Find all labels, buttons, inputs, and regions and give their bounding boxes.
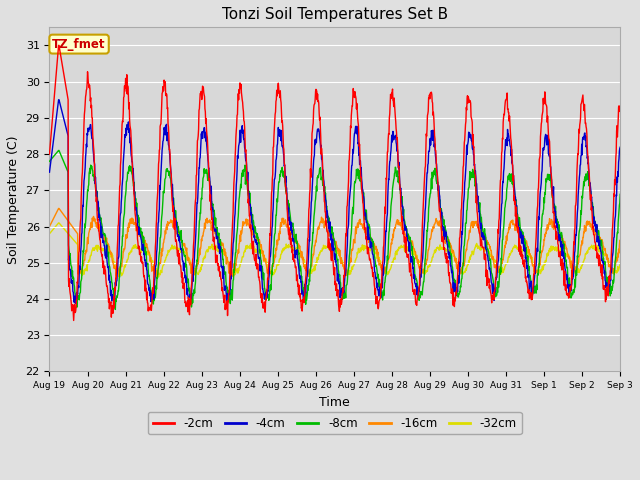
Text: TZ_fmet: TZ_fmet: [52, 37, 106, 50]
Title: Tonzi Soil Temperatures Set B: Tonzi Soil Temperatures Set B: [222, 7, 448, 22]
Legend: -2cm, -4cm, -8cm, -16cm, -32cm: -2cm, -4cm, -8cm, -16cm, -32cm: [148, 412, 522, 434]
X-axis label: Time: Time: [319, 396, 350, 408]
Y-axis label: Soil Temperature (C): Soil Temperature (C): [7, 135, 20, 264]
